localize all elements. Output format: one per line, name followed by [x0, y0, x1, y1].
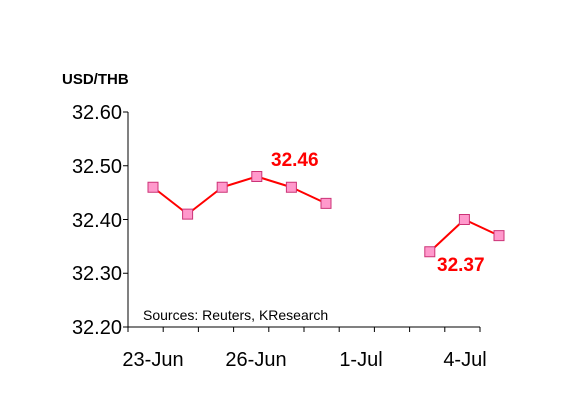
x-tick-label: 1-Jul: [339, 349, 382, 371]
x-tick-label: 23-Jun: [122, 349, 183, 371]
unit-label: USD/THB: [62, 71, 129, 88]
y-tick-label: 32.30: [72, 263, 122, 285]
line-segment: [463, 218, 500, 237]
data-point: [147, 181, 159, 193]
axes: [123, 111, 481, 332]
series-line: [152, 175, 500, 253]
data-point: [424, 246, 436, 258]
y-tick-labels: 32.60 32.50 32.40 32.30 32.20: [72, 102, 122, 339]
data-point: [285, 181, 297, 193]
annotation-label: 32.46: [271, 150, 319, 171]
data-point: [493, 230, 505, 242]
y-tick-label: 32.50: [72, 156, 122, 178]
x-tick-label: 26-Jun: [225, 349, 286, 371]
data-point: [320, 197, 332, 209]
line-segment: [256, 175, 292, 189]
data-point: [182, 208, 194, 220]
y-tick-label: 32.20: [72, 317, 122, 339]
x-tick-label: 4-Jul: [443, 349, 486, 371]
y-tick-label: 32.40: [72, 210, 122, 232]
line-segment: [221, 175, 258, 189]
line-segment: [290, 186, 327, 205]
source-note: Sources: Reuters, KResearch: [143, 307, 328, 323]
y-tick-label: 32.60: [72, 102, 122, 124]
line-segment: [186, 186, 223, 215]
annotation-label: 32.37: [437, 255, 485, 276]
data-point: [458, 214, 470, 225]
series-markers: [147, 171, 505, 258]
data-point: [251, 171, 263, 182]
line-segment: [152, 186, 189, 215]
data-point: [216, 181, 228, 193]
x-tick-labels: 23-Jun 26-Jun 1-Jul 4-Jul: [122, 349, 486, 371]
line-segment: [429, 218, 466, 253]
